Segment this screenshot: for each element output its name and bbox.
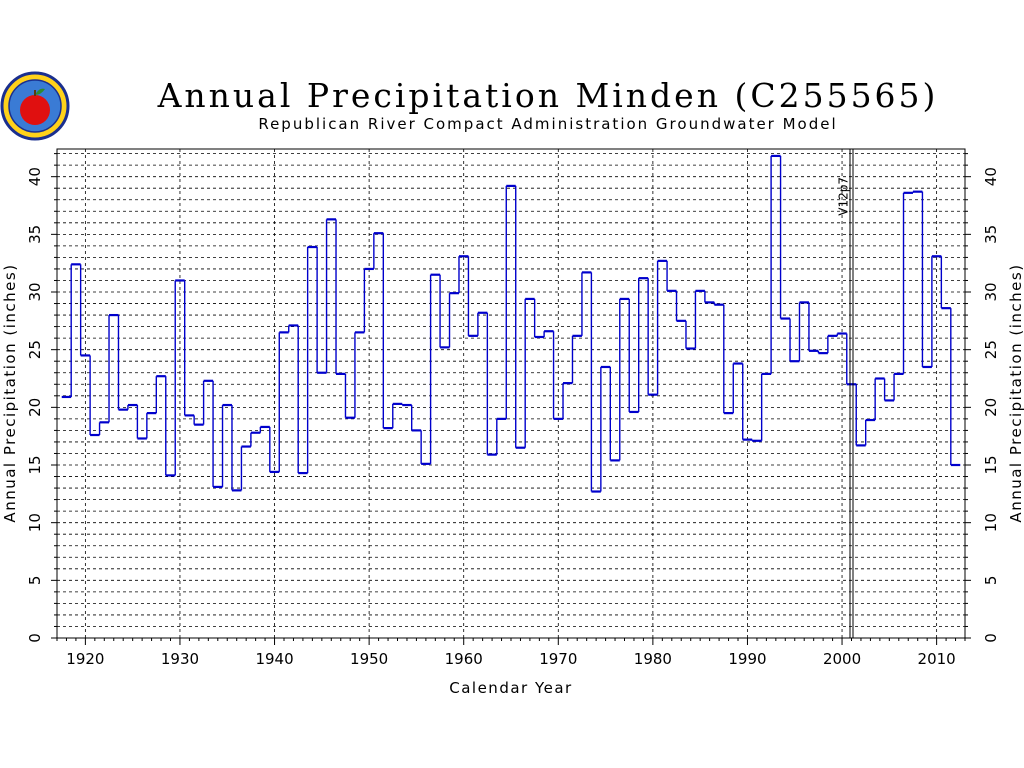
y-tick-label-right: 30 [982,282,1000,301]
y-tick-label-left: 30 [26,282,44,301]
chart-subtitle: Republican River Compact Administration … [258,115,837,133]
chart-title: Annual Precipitation Minden (C255565) [157,76,939,115]
y-tick-label-right: 35 [982,225,1000,244]
x-tick-label: 1990 [728,650,766,668]
x-tick-label: 2000 [823,650,861,668]
y-tick-label-right: 25 [982,340,1000,359]
x-tick-label: 1930 [161,650,199,668]
y-tick-label-left: 10 [26,513,44,532]
x-tick-label: 2010 [918,650,956,668]
x-tick-label: 1980 [634,650,672,668]
axis-ticks: 0 0 5 5 10 10 15 15 20 20 25 25 30 30 35 35 40 40 1920 1930… [26,153,1000,668]
data-series [61,154,961,493]
seal-logo [0,71,70,141]
x-tick-label: 1950 [350,650,388,668]
y-tick-label-left: 5 [26,576,44,586]
y-axis-label: Annual Precipitation (inches) [1,263,19,522]
y-tick-label-left: 15 [26,455,44,474]
y-axis-label-right: Annual Precipitation (inches) [1007,263,1024,522]
x-tick-label: 1940 [255,650,293,668]
y-tick-label-left: 25 [26,340,44,359]
grid-lines [57,149,965,638]
annotation: V12p7 [837,149,854,638]
y-tick-label-left: 40 [26,167,44,186]
x-axis-label: Calendar Year [449,679,572,697]
y-tick-label-right: 15 [982,455,1000,474]
y-tick-label-right: 10 [982,513,1000,532]
y-tick-label-left: 35 [26,225,44,244]
x-tick-label: 1920 [66,650,104,668]
annotation-label: V12p7 [837,177,851,216]
y-tick-label-right: 40 [982,167,1000,186]
x-tick-label: 1960 [445,650,483,668]
x-tick-label: 1970 [539,650,577,668]
plot-frame [56,148,966,639]
y-tick-label-right: 5 [982,576,1000,586]
y-tick-label-left: 0 [26,633,44,643]
y-tick-label-left: 20 [26,398,44,417]
y-tick-label-right: 0 [982,633,1000,643]
y-tick-label-right: 20 [982,398,1000,417]
